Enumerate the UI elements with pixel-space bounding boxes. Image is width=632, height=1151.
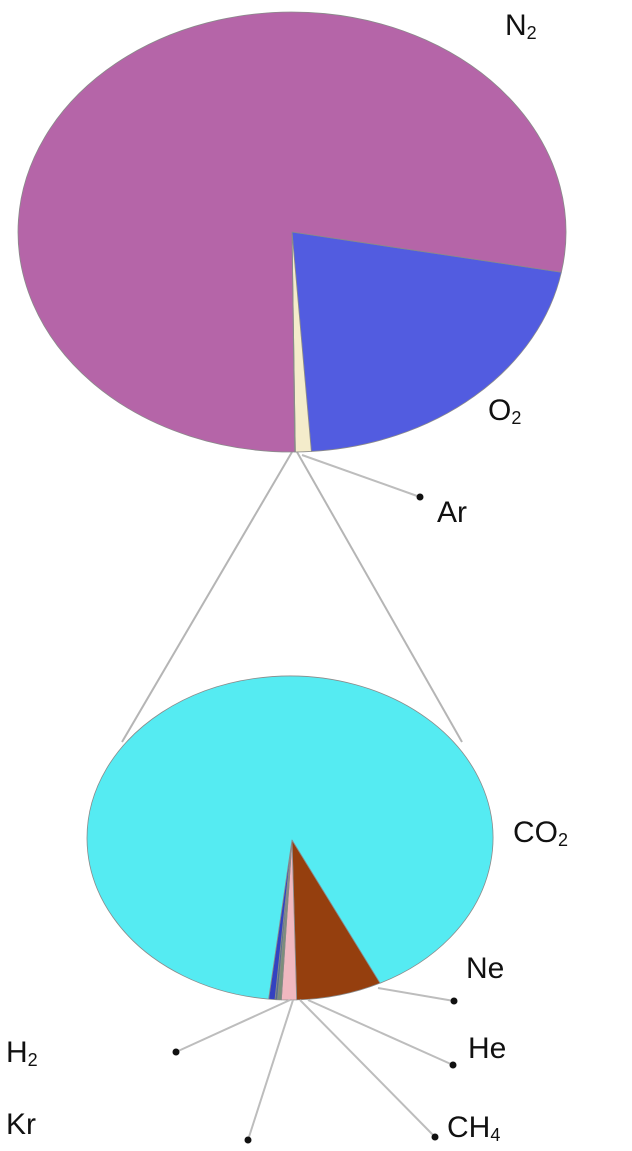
leader-line-ne bbox=[377, 987, 455, 1002]
main-pie bbox=[17, 11, 567, 453]
leader-dot-ch4 bbox=[431, 1133, 439, 1141]
leader-lines bbox=[175, 454, 455, 1141]
main-pie-slice-n2 bbox=[17, 11, 567, 453]
secondary-pie-slice-co2 bbox=[86, 675, 494, 1000]
label-he: He bbox=[468, 1032, 506, 1065]
secondary-pie bbox=[86, 675, 494, 1001]
label-o2: O2 bbox=[488, 394, 521, 428]
leader-line-ar bbox=[301, 454, 421, 498]
leader-dot-ne bbox=[450, 997, 458, 1005]
label-kr: Kr bbox=[6, 1108, 36, 1141]
leader-dot-he bbox=[449, 1061, 457, 1069]
leader-dots bbox=[172, 493, 458, 1144]
leader-line-kr bbox=[247, 999, 294, 1141]
label-n2: N2 bbox=[505, 9, 537, 43]
label-ar: Ar bbox=[437, 496, 467, 529]
leader-line-he bbox=[307, 999, 454, 1066]
leader-dot-ar bbox=[416, 493, 424, 501]
main-pie-slice-o2 bbox=[291, 231, 562, 452]
connector-line-left bbox=[121, 451, 293, 743]
leader-line-ch4 bbox=[299, 999, 436, 1138]
label-ne: Ne bbox=[466, 952, 504, 985]
leader-dot-h2 bbox=[172, 1048, 180, 1056]
leader-dot-kr bbox=[244, 1136, 252, 1144]
connector-line-right bbox=[296, 451, 463, 743]
label-ch4: CH4 bbox=[447, 1111, 500, 1145]
leader-line-h2 bbox=[175, 999, 291, 1053]
label-co2: CO2 bbox=[513, 816, 568, 850]
label-h2: H2 bbox=[6, 1036, 38, 1070]
